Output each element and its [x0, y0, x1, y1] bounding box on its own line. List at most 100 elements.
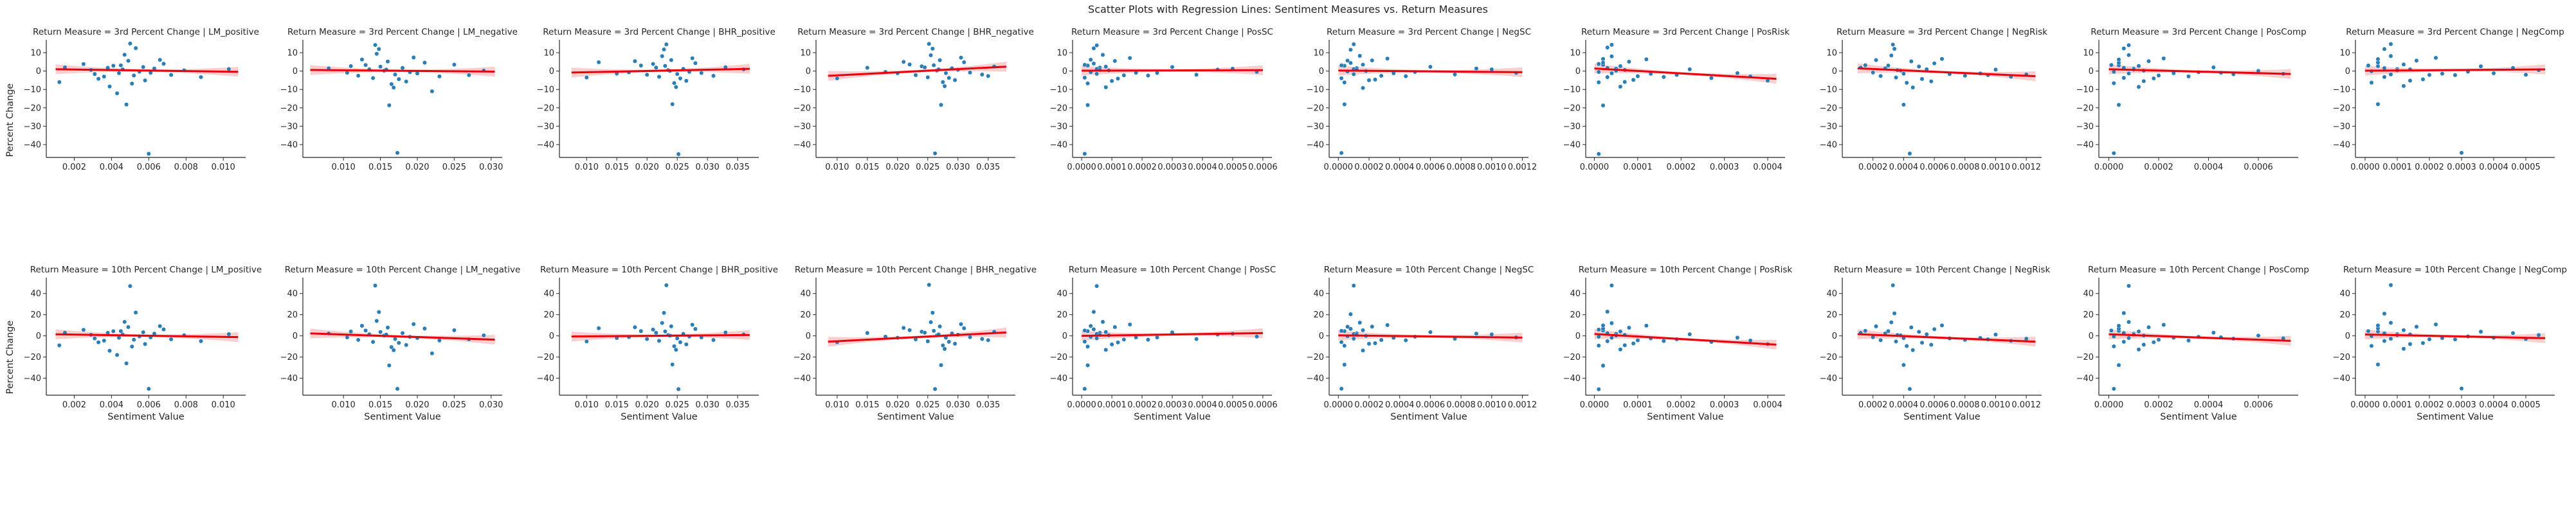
panel-title: Return Measure = 10th Percent Change | N… — [1834, 265, 2051, 275]
scatter-point — [373, 42, 377, 48]
x-tick-label: 0.015 — [368, 400, 392, 410]
scatter-point — [1100, 319, 1105, 325]
scatter-point — [1609, 321, 1614, 326]
scatter-point — [2146, 325, 2151, 330]
scatter-point — [359, 323, 365, 328]
panel-title: Return Measure = 10th Percent Change | B… — [795, 265, 1037, 275]
scatter-point — [96, 340, 101, 345]
x-tick-label: 0.0002 — [1858, 163, 1888, 172]
scatter-point — [2256, 333, 2261, 338]
scatter-point — [1919, 76, 1925, 82]
scatter-point — [411, 55, 416, 60]
scatter-point — [1661, 75, 1666, 80]
scatter-point — [678, 340, 683, 344]
scatter-point — [1194, 72, 1199, 77]
scatter-point — [1874, 58, 1878, 62]
scatter-point — [1622, 80, 1628, 84]
scatter-point — [2478, 329, 2483, 334]
scatter-point — [126, 58, 131, 64]
y-tick-label: −10 — [1307, 85, 1324, 95]
scatter-point — [400, 331, 405, 335]
x-tick-label: 0.025 — [442, 400, 466, 410]
scatter-point — [1351, 336, 1356, 341]
scatter-point — [1127, 55, 1132, 60]
scatter-point — [102, 338, 107, 343]
scatter-point — [2109, 328, 2114, 333]
scatter-point — [1091, 46, 1096, 51]
scatter-point — [127, 283, 132, 289]
scatter-point — [2459, 386, 2464, 391]
panel-2: Return Measure = 3rd Percent Change | LM… — [280, 27, 518, 172]
scatter-point — [126, 325, 131, 330]
scatter-point — [1916, 330, 1921, 334]
scatter-point — [116, 71, 122, 76]
panel-title: Return Measure = 10th Percent Change | B… — [540, 265, 778, 275]
scatter-point — [359, 57, 365, 62]
y-tick-label: −10 — [2333, 85, 2350, 95]
y-tick-label: 0 — [1575, 332, 1581, 341]
scatter-point — [1596, 343, 1601, 348]
scatter-point — [1094, 71, 1100, 76]
scatter-point — [1891, 283, 1896, 288]
x-axis-label: Sentiment Value — [2417, 412, 2493, 422]
x-tick-label: 0.006 — [137, 163, 161, 172]
scatter-point — [1345, 58, 1350, 63]
y-tick-label: 0 — [1575, 67, 1581, 76]
scatter-point — [2127, 53, 2131, 58]
panel-9: Return Measure = 3rd Percent Change | Po… — [2076, 27, 2307, 172]
scatter-point — [422, 326, 427, 331]
scatter-point — [639, 328, 644, 334]
scatter-point — [107, 84, 112, 89]
scatter-point — [1146, 73, 1150, 78]
scatter-point — [1348, 326, 1353, 332]
scatter-point — [2401, 328, 2406, 333]
x-tick-label: 0.0002 — [1354, 163, 1384, 172]
scatter-point — [111, 329, 116, 334]
panel-14: Return Measure = 10th Percent Change | B… — [794, 265, 1037, 422]
scatter-point — [1892, 311, 1897, 316]
x-tick-label: 0.0004 — [1188, 400, 1217, 410]
scatter-point — [2369, 80, 2374, 85]
scatter-point — [2111, 344, 2116, 349]
scatter-point — [1596, 327, 1601, 332]
scatter-point — [1626, 325, 1631, 330]
x-tick-label: 0.0008 — [1446, 163, 1476, 172]
figure-title: Scatter Plots with Regression Lines: Sen… — [1088, 3, 1488, 15]
panel-title: Return Measure = 3rd Percent Change | Po… — [1581, 27, 1790, 37]
scatter-point — [2375, 64, 2381, 69]
scatter-point — [947, 339, 952, 344]
x-tick-label: 0.015 — [368, 163, 392, 172]
scatter-point — [1103, 330, 1109, 335]
scatter-point — [676, 152, 681, 157]
scatter-point — [2408, 342, 2413, 346]
scatter-point — [1085, 363, 1090, 368]
row2-y-axis-label: Percent Change — [5, 321, 15, 395]
scatter-point — [943, 71, 948, 76]
scatter-point — [1121, 337, 1127, 342]
scatter-point — [1901, 102, 1906, 107]
scatter-point — [1939, 323, 1945, 328]
regression-line — [2109, 333, 2291, 342]
x-tick-label: 0.0000 — [1580, 163, 1610, 172]
scatter-point — [669, 324, 674, 329]
scatter-point — [1339, 76, 1344, 81]
scatter-point — [2414, 58, 2419, 63]
scatter-point — [1453, 72, 1457, 77]
scatter-point — [1091, 309, 1096, 314]
scatter-point — [693, 60, 698, 66]
scatter-point — [1474, 66, 1479, 71]
scatter-point — [1361, 62, 1365, 67]
scatter-point — [663, 329, 667, 334]
y-tick-label: −40 — [1050, 374, 1067, 384]
scatter-point — [1748, 338, 1753, 343]
scatter-point — [1116, 340, 1120, 345]
y-tick-label: 40 — [287, 289, 298, 299]
x-tick-label: 0.0000 — [1067, 163, 1096, 172]
scatter-point — [2433, 322, 2438, 327]
scatter-point — [2211, 330, 2216, 335]
x-tick-label: 0.0002 — [1667, 163, 1696, 172]
scatter-point — [1103, 64, 1109, 69]
scatter-point — [1878, 338, 1883, 342]
scatter-point — [930, 46, 935, 51]
x-tick-label: 0.0001 — [2382, 163, 2412, 172]
